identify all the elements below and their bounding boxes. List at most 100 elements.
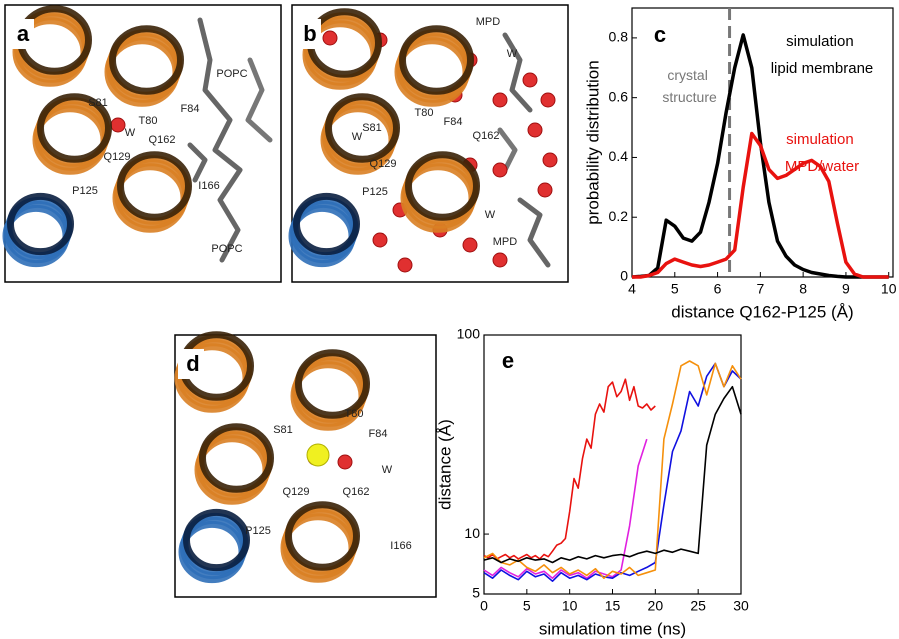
panel-letter-bg [295,19,321,49]
x-tick-label: 5 [523,598,531,614]
water-sphere [110,117,126,133]
x-tick-label: 9 [842,281,850,297]
residue-label: W [382,464,393,476]
residue-label: P125 [362,186,388,198]
y-axis-label: probability distribution [583,60,602,224]
residue-label: F84 [369,428,388,440]
stick [197,17,243,263]
water-sphere [527,122,543,138]
helix-ring [199,423,274,493]
water-sphere [492,92,508,108]
residue-label: Q162 [149,134,176,146]
stick [517,197,551,268]
x-tick-label: 8 [799,281,807,297]
x-axis-label: distance Q162-P125 (Å) [671,302,853,321]
residue-label: S81 [88,97,108,109]
water-sphere [397,257,413,273]
y-tick-label: 0.2 [609,208,629,224]
data-line [483,385,742,564]
helix-ring [293,192,360,256]
panel-letter-bg [178,349,204,379]
residue-label: I166 [198,180,219,192]
data-line [483,438,648,580]
residue-label: Q162 [473,130,500,142]
stick [502,32,533,113]
y-tick-label: 0.6 [609,88,629,104]
residue-label: W [352,131,363,143]
residue-label: S81 [273,424,293,436]
water-sphere [537,182,553,198]
helix-ring [405,151,480,221]
residue-label: F84 [444,116,463,128]
residue-label: Q129 [370,158,397,170]
water-sphere [337,454,353,470]
data-line [632,131,889,279]
x-tick-label: 15 [605,598,621,614]
y-tick-label: 0.8 [609,29,629,45]
panel-frame [174,334,437,598]
helix-ring [399,25,474,95]
data-line [483,362,742,583]
helix-ring [37,93,112,163]
residue-label: F84 [181,103,200,115]
panel-frame [291,4,569,283]
residue-label: Q129 [104,151,131,163]
x-tick-label: 10 [562,598,578,614]
x-tick-label: 20 [648,598,664,614]
residue-label: T80 [345,408,364,420]
water-sphere [522,72,538,88]
residue-label: P125 [72,185,98,197]
residue-label: Q162 [343,486,370,498]
series-label: simulation MPD/water [785,131,859,175]
plot-frame [631,7,894,278]
residue-label: W [485,209,496,221]
data-line [483,378,656,560]
helix-ring [295,349,370,419]
helix-ring [325,93,400,163]
residue-label: W [507,48,518,60]
residue-label: Q129 [283,486,310,498]
stick [497,127,518,173]
stick [245,57,273,143]
panel-letter: b [303,21,316,46]
residue-label: S81 [362,122,382,134]
helix-ring [285,501,360,571]
y-tick-label: 5 [472,585,480,601]
water-sphere [540,92,556,108]
panel-letter: d [186,351,199,376]
x-tick-label: 25 [690,598,706,614]
x-tick-label: 10 [881,281,897,297]
stick [187,142,208,183]
x-tick-label: 0 [480,598,488,614]
panel-letter: c [654,22,666,47]
helix-ring [109,25,184,95]
helix-ring [183,508,250,572]
residue-label: I166 [390,540,411,552]
x-tick-label: 5 [671,281,679,297]
residue-label: POPC [211,243,242,255]
water-sphere [492,162,508,178]
series-label: simulation lipid membrane [771,33,874,77]
residue-label: MPD [493,236,518,248]
y-tick-label: 0 [620,268,628,284]
water-sphere [542,152,558,168]
helix-ring [7,192,74,256]
x-tick-label: 4 [628,281,636,297]
x-tick-label: 30 [733,598,749,614]
panel-letter: e [502,348,514,373]
panel-letter: a [17,21,30,46]
residue-label: T80 [139,115,158,127]
x-axis-label: simulation time (ns) [539,619,686,638]
residue-label: P125 [245,525,271,537]
y-tick-label: 100 [457,326,481,342]
residue-label: MPD [476,16,501,28]
y-tick-label: 0.4 [609,148,629,164]
water-sphere [322,30,338,46]
helix-ring [117,151,192,221]
water-sphere [372,232,388,248]
residue-label: POPC [216,68,247,80]
y-axis-label: distance (Å) [435,419,454,510]
data-line [483,360,742,580]
y-tick-label: 10 [464,525,480,541]
